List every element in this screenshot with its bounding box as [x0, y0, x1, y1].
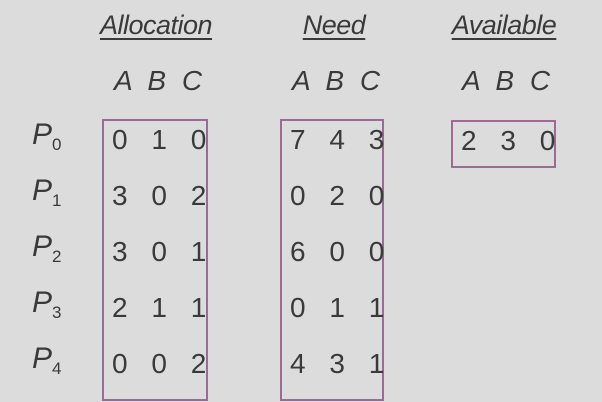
allocation-row-p2: 3 0 1: [112, 236, 215, 267]
allocation-row-p3: 2 1 1: [112, 292, 215, 323]
process-label-p2: P2: [32, 230, 62, 266]
need-row-p1: 0 2 0: [290, 180, 393, 211]
process-label-p0: P0: [32, 118, 62, 154]
process-label-p3: P3: [32, 286, 62, 322]
allocation-row-p0: 0 1 0: [112, 124, 215, 155]
need-row-p4: 4 3 1: [290, 348, 393, 379]
process-label-p1: P1: [32, 174, 62, 210]
need-heading: Need: [302, 10, 366, 40]
allocation-columns-label: A B C: [113, 65, 207, 96]
available-row: 2 3 0: [461, 125, 564, 156]
need-row-p3: 0 1 1: [290, 292, 393, 323]
allocation-row-p1: 3 0 2: [112, 180, 215, 211]
available-vector: 2 3 0: [451, 120, 556, 168]
need-matrix: 7 4 3 0 2 0 6 0 0 0 1 1 4 3 1: [280, 119, 384, 401]
allocation-row-p4: 0 0 2: [112, 348, 215, 379]
need-row-p0: 7 4 3: [290, 124, 393, 155]
available-columns-label: A B C: [461, 65, 555, 96]
allocation-heading: Allocation: [99, 10, 213, 40]
need-columns-label: A B C: [291, 65, 385, 96]
available-heading: Available: [451, 10, 557, 40]
process-label-p4: P4: [32, 342, 62, 378]
need-row-p2: 6 0 0: [290, 236, 393, 267]
allocation-matrix: 0 1 0 3 0 2 3 0 1 2 1 1 0 0 2: [102, 119, 208, 401]
